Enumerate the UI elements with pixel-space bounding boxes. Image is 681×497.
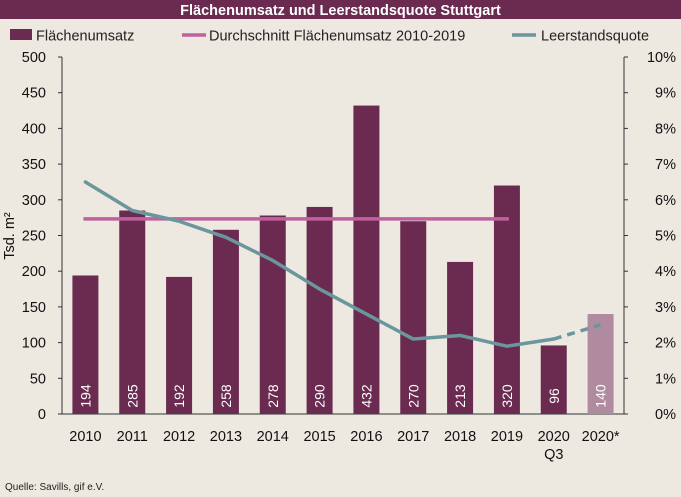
bar-2016 (353, 105, 380, 414)
legend: Flächenumsatz Durchschnitt Flächenumsatz … (10, 29, 649, 45)
bar-value-label: 140 (593, 384, 609, 408)
y-tick-label: 150 (22, 300, 46, 316)
x-tick-label: 2020* (582, 429, 620, 445)
y2-tick-label: 3% (655, 300, 676, 316)
y2-tick-label: 8% (655, 121, 676, 137)
bar-2017 (400, 221, 427, 414)
y2-tick-label: 6% (655, 193, 676, 209)
bar-2014 (259, 215, 286, 414)
x-tick-label: 2011 (117, 429, 148, 445)
y-tick-label: 200 (22, 264, 46, 280)
x-tick-label: 2010 (69, 429, 101, 445)
x-tick-label: 2019 (491, 429, 523, 445)
y2-tick-label: 10% (647, 50, 676, 66)
x-tick-label: 2014 (257, 429, 289, 445)
bar-2013 (212, 229, 239, 414)
plot-area: 0 50 100 150 200 250 300 350 400 450 500 0% 1% 2% 3% 4%… (2, 50, 676, 463)
legend-label-0: Flächenumsatz (36, 29, 134, 45)
title-bar (0, 0, 681, 19)
y2-tick-label: 5% (655, 229, 676, 245)
y-tick-label: 0 (38, 407, 46, 423)
y-tick-label: 400 (22, 121, 46, 137)
bar-value-label: 290 (312, 384, 328, 408)
x-tick-label: 2017 (397, 429, 429, 445)
bar-2019 (493, 185, 520, 414)
y2-tick-label: 4% (655, 264, 676, 280)
chart-title: Flächenumsatz und Leerstandsquote Stuttg… (180, 3, 501, 19)
x-tick-label: 2018 (444, 429, 476, 445)
y-axis-title: Tsd. m² (2, 212, 18, 260)
x-tick-label: 2013 (210, 429, 242, 445)
bar-2020- (587, 314, 614, 414)
legend-label-1: Durchschnitt Flächenumsatz 2010-2019 (209, 29, 465, 45)
y-tick-label: 450 (22, 86, 46, 102)
bar-value-label: 194 (77, 384, 93, 408)
bar-value-label: 258 (218, 384, 234, 408)
bar-value-label: 270 (405, 384, 421, 408)
bar-value-label: 213 (452, 384, 468, 408)
bar-value-label: 192 (171, 384, 187, 408)
y-tick-label: 250 (22, 229, 46, 245)
bar-2011 (119, 210, 146, 414)
legend-label-2: Leerstandsquote (541, 29, 649, 45)
y2-tick-label: 2% (655, 336, 676, 352)
y-tick-label: 50 (30, 371, 46, 387)
y-tick-label: 350 (22, 157, 46, 173)
x-tick-label: Q3 (544, 447, 563, 463)
bar-value-label: 96 (546, 388, 562, 404)
source-note: Quelle: Savills, gif e.V. (5, 482, 104, 493)
bar-value-label: 320 (499, 384, 515, 408)
x-tick-label: 2016 (350, 429, 382, 445)
legend-swatch-0 (10, 29, 32, 40)
y-tick-label: 500 (22, 50, 46, 66)
y2-tick-label: 0% (655, 407, 676, 423)
bar-value-label: 285 (124, 384, 140, 408)
bar-2020-Q3 (540, 345, 567, 414)
bar-2010 (72, 275, 99, 414)
x-tick-label: 2012 (163, 429, 195, 445)
y2-tick-label: 1% (655, 371, 676, 387)
y-tick-label: 300 (22, 193, 46, 209)
bar-value-label: 278 (265, 384, 281, 408)
y2-tick-label: 7% (655, 157, 676, 173)
bar-2012 (166, 276, 193, 414)
y-tick-label: 100 (22, 336, 46, 352)
bar-value-label: 432 (358, 384, 374, 408)
x-tick-label: 2020 (538, 429, 570, 445)
bar-2015 (306, 206, 333, 414)
y2-tick-label: 9% (655, 86, 676, 102)
x-tick-label: 2015 (303, 429, 335, 445)
